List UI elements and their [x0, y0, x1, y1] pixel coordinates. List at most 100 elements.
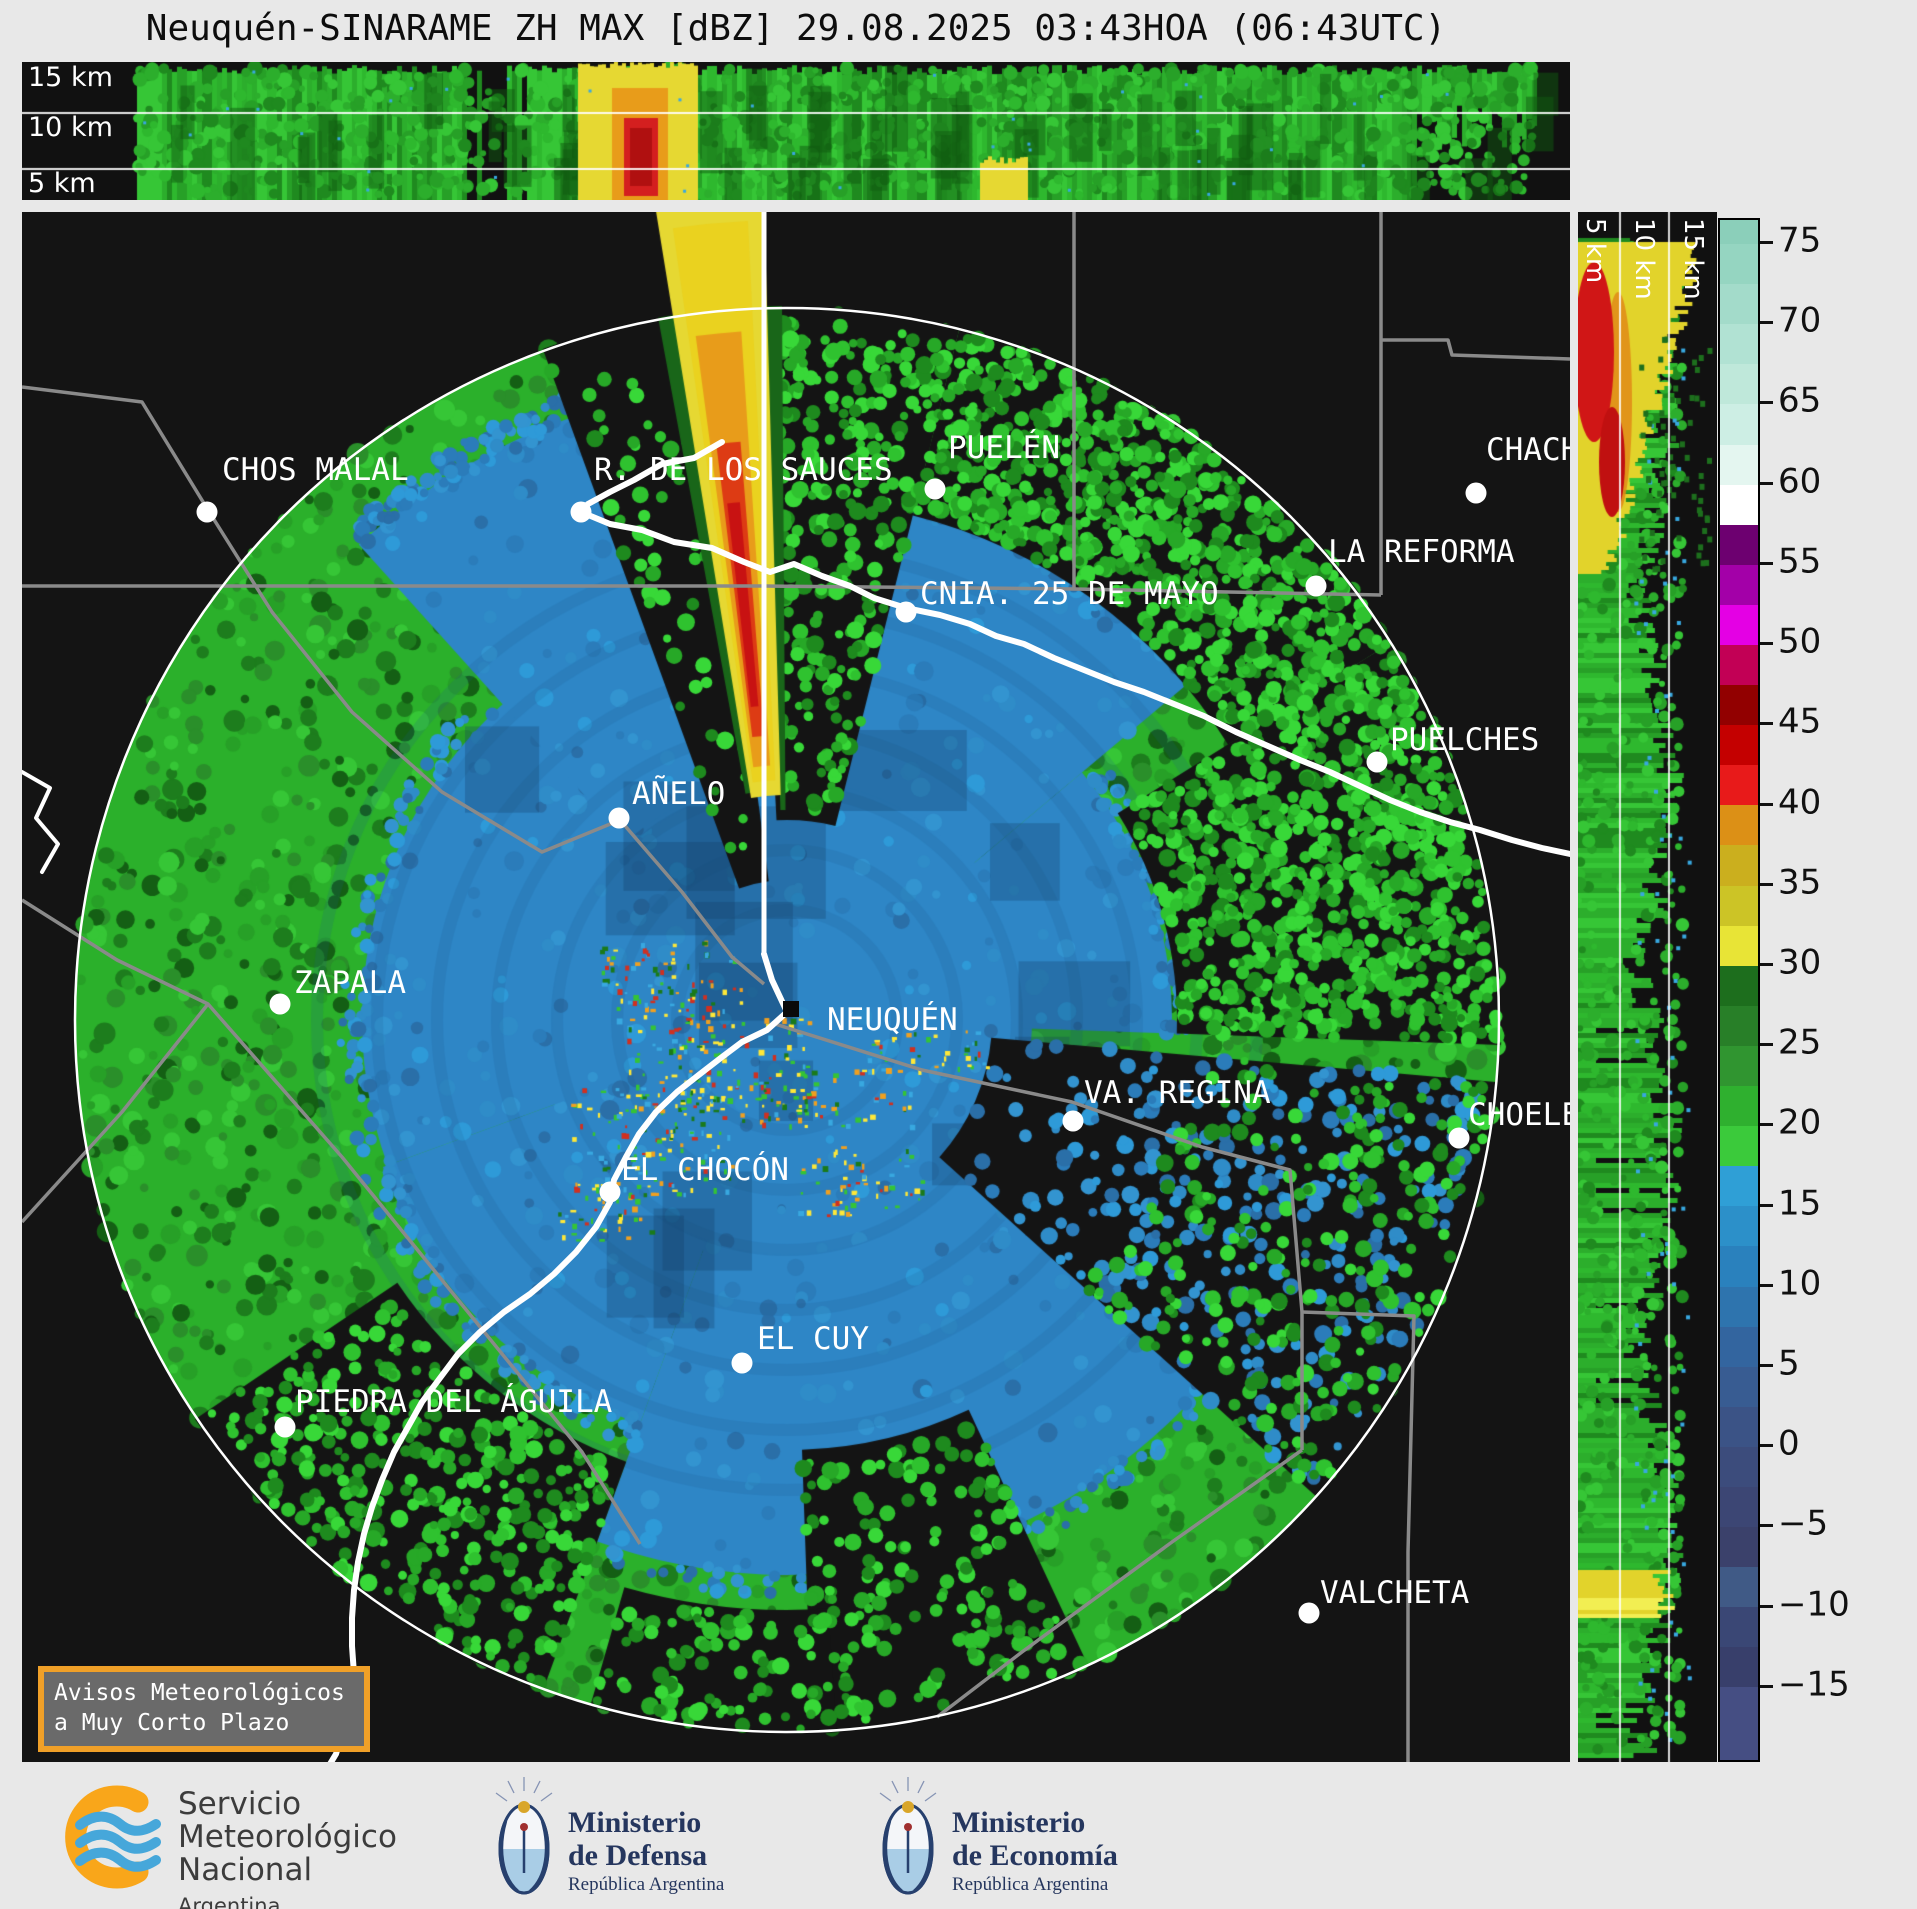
city-marker-r-de-los-sauces [570, 501, 592, 523]
cbar-tick-25 [1760, 1043, 1773, 1047]
cbar-band-57.5-60 [1720, 484, 1758, 525]
map-overlay: CHOS MALAL R. DE LOS SAUCES PUELÉN CHACH LA … [22, 212, 1570, 1762]
defensa-line2: de Defensa [568, 1839, 708, 1872]
cbar-band-30-32.5 [1720, 925, 1758, 966]
cbar-tick-label--5: −5 [1778, 1503, 1829, 1544]
cbar-tick-label-30: 30 [1778, 942, 1822, 983]
cbar-band-0-2.5 [1720, 1406, 1758, 1447]
cbar-band-70-72.5 [1720, 284, 1758, 325]
cbar-tick-label-70: 70 [1778, 300, 1822, 341]
cbar-tick-label-15: 15 [1778, 1182, 1822, 1223]
cbar-band--19.5--15 [1720, 1687, 1758, 1760]
cbar-tick-5 [1760, 1363, 1773, 1367]
cbar-tick-50 [1760, 642, 1773, 646]
province-boundary-4 [1381, 338, 1570, 361]
smn-line1: Servicio [178, 1786, 302, 1822]
cbar-tick-label--10: −10 [1778, 1583, 1850, 1624]
city-marker-chachar [1465, 482, 1487, 504]
city-label-zapala: ZAPALA [294, 965, 406, 1001]
top-cross-section-panel: 15 km 10 km 5 km [22, 62, 1570, 200]
city-label-el-chocon: EL CHOCÓN [621, 1151, 789, 1188]
cbar-tick-label-20: 20 [1778, 1102, 1822, 1143]
avisos-badge[interactable]: Avisos Meteorológicos a Muy Corto Plazo [38, 1666, 370, 1752]
cbar-band-10-12.5 [1720, 1246, 1758, 1287]
city-label-la-reforma: LA REFORMA [1328, 534, 1515, 570]
cbar-tick-75 [1760, 241, 1773, 245]
cbar-tick-label-0: 0 [1778, 1423, 1800, 1464]
cbar-tick-70 [1760, 321, 1773, 325]
page-title: Neuquén-SINARAME ZH MAX [dBZ] 29.08.2025… [145, 8, 1447, 49]
cbar-band-32.5-35 [1720, 885, 1758, 926]
city-label-piedra-del-aguila: PIEDRA DEL ÁGUILA [295, 1384, 613, 1420]
cbar-band-25-27.5 [1720, 1005, 1758, 1046]
cbar-band-42.5-45 [1720, 725, 1758, 766]
cbar-band-67.5-70 [1720, 324, 1758, 365]
right-panel-10km-label: 10 km [1629, 218, 1659, 300]
defensa-line1: Ministerio [568, 1806, 702, 1839]
range-circle [73, 306, 1501, 1734]
right-cross-section-canvas [1578, 212, 1717, 1762]
smn-line4: Argentina [178, 1894, 281, 1909]
city-marker-el-cuy [731, 1352, 753, 1374]
city-marker-choele [1448, 1127, 1470, 1149]
city-label-puelches: PUELCHES [1390, 722, 1539, 758]
cbar-band-7.5-10 [1720, 1286, 1758, 1327]
economia-line1: Ministerio [952, 1806, 1086, 1839]
cbar-band-40-42.5 [1720, 765, 1758, 806]
cbar-tick-label-5: 5 [1778, 1343, 1800, 1384]
city-marker-cnia-25-de-mayo [895, 601, 917, 623]
cbar-band-65-67.5 [1720, 364, 1758, 405]
dbz-colorbar [1718, 218, 1760, 1762]
smn-line2: Meteorológico [178, 1819, 397, 1855]
city-marker-puelches [1366, 751, 1388, 773]
smn-line3: Nacional [178, 1852, 313, 1888]
ministerio-economia-wordmark: Ministerio de Economía República Argenti… [952, 1806, 1118, 1896]
cbar-tick-65 [1760, 401, 1773, 405]
province-boundary-1 [22, 584, 1382, 597]
province-boundary-6 [1301, 1310, 1416, 1762]
cbar-band-47.5-50 [1720, 645, 1758, 686]
cbar-band-75-76.5 [1720, 220, 1758, 245]
city-marker-zapala [269, 993, 291, 1015]
cbar-band--5--2.5 [1720, 1486, 1758, 1528]
top-panel-5km-label: 5 km [28, 168, 96, 199]
province-boundary-0 [22, 385, 766, 986]
province-boundary-8 [22, 898, 642, 1545]
economia-coat-of-arms [879, 1777, 937, 1895]
cbar-tick-label-50: 50 [1778, 621, 1822, 662]
smn-wordmark: Servicio Meteorológico Nacional Argentin… [178, 1788, 397, 1909]
cbar-tick-40 [1760, 802, 1773, 806]
cbar-band-17.5-20 [1720, 1126, 1758, 1167]
cbar-band--15--12.5 [1720, 1647, 1758, 1688]
city-label-anelo: AÑELO [632, 776, 725, 812]
cbar-band-55-57.5 [1720, 524, 1758, 565]
cbar-band-50-52.5 [1720, 604, 1758, 645]
province-boundary-9 [22, 1002, 210, 1224]
cbar-tick-label-75: 75 [1778, 220, 1822, 261]
avisos-line1: Avisos Meteorológicos [54, 1680, 345, 1706]
city-marker-puelen [924, 478, 946, 500]
city-label-chachar: CHACH [1486, 432, 1570, 468]
cbar-tick-35 [1760, 882, 1773, 886]
radar-echo-canvas [22, 212, 1570, 1762]
city-label-el-cuy: EL CUY [757, 1321, 869, 1357]
cbar-band-22.5-25 [1720, 1045, 1758, 1087]
cbar-tick-label-60: 60 [1778, 461, 1822, 502]
top-panel-10km-label: 10 km [28, 112, 113, 143]
cbar-tick-55 [1760, 561, 1773, 565]
city-marker-el-chocon [599, 1181, 621, 1203]
cbar-tick-label--15: −15 [1778, 1664, 1850, 1705]
cbar-band-2.5-5 [1720, 1366, 1758, 1407]
cbar-band-62.5-65 [1720, 404, 1758, 445]
river-1 [327, 951, 790, 1762]
cbar-band-35-37.5 [1720, 845, 1758, 886]
smn-logo [65, 1785, 161, 1889]
avisos-line2: a Muy Corto Plazo [54, 1710, 290, 1736]
cbar-band-27.5-30 [1720, 965, 1758, 1006]
cbar-tick-45 [1760, 722, 1773, 726]
city-marker-piedra-del-aguila [274, 1416, 296, 1438]
city-label-neuquen: NEUQUÉN [827, 1002, 958, 1038]
cbar-tick-label-40: 40 [1778, 781, 1822, 822]
top-cross-section-canvas [22, 62, 1570, 200]
